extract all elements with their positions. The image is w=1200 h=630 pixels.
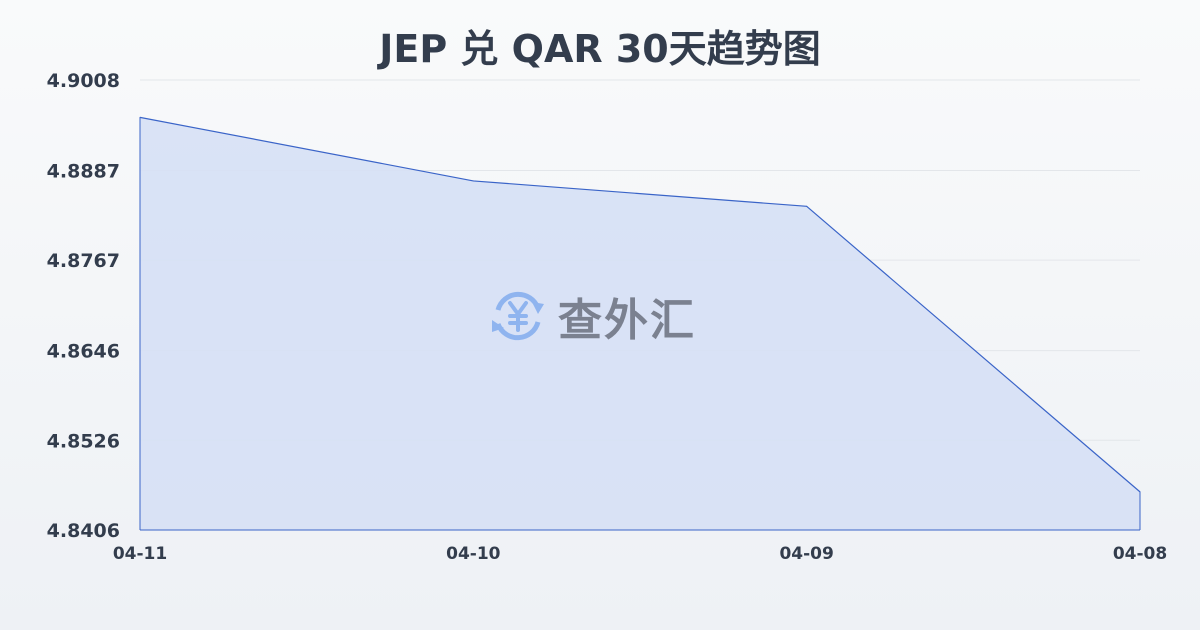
x-tick-label: 04-08 [1113, 544, 1167, 564]
data-point [472, 180, 474, 182]
y-tick-label: 4.9008 [47, 70, 120, 92]
x-tick-label: 04-09 [779, 544, 833, 564]
data-point [139, 116, 141, 118]
y-tick-label: 4.8646 [47, 341, 120, 363]
data-point [806, 205, 808, 207]
x-tick-label: 04-10 [446, 544, 501, 564]
watermark: 查外汇 [488, 284, 696, 348]
series-line [139, 116, 1141, 493]
chart-title: JEP 兑 QAR 30天趋势图 [379, 27, 821, 71]
area-fill [140, 117, 1140, 530]
x-tick-label: 04-11 [113, 544, 167, 564]
y-tick-label: 4.8406 [47, 520, 120, 542]
watermark-text: 查外汇 [558, 295, 696, 346]
y-tick-label: 4.8526 [47, 430, 120, 452]
data-point [1139, 491, 1141, 493]
y-tick-label: 4.8767 [47, 250, 120, 272]
yuan-exchange-icon [492, 291, 544, 341]
y-tick-label: 4.8887 [47, 160, 120, 182]
